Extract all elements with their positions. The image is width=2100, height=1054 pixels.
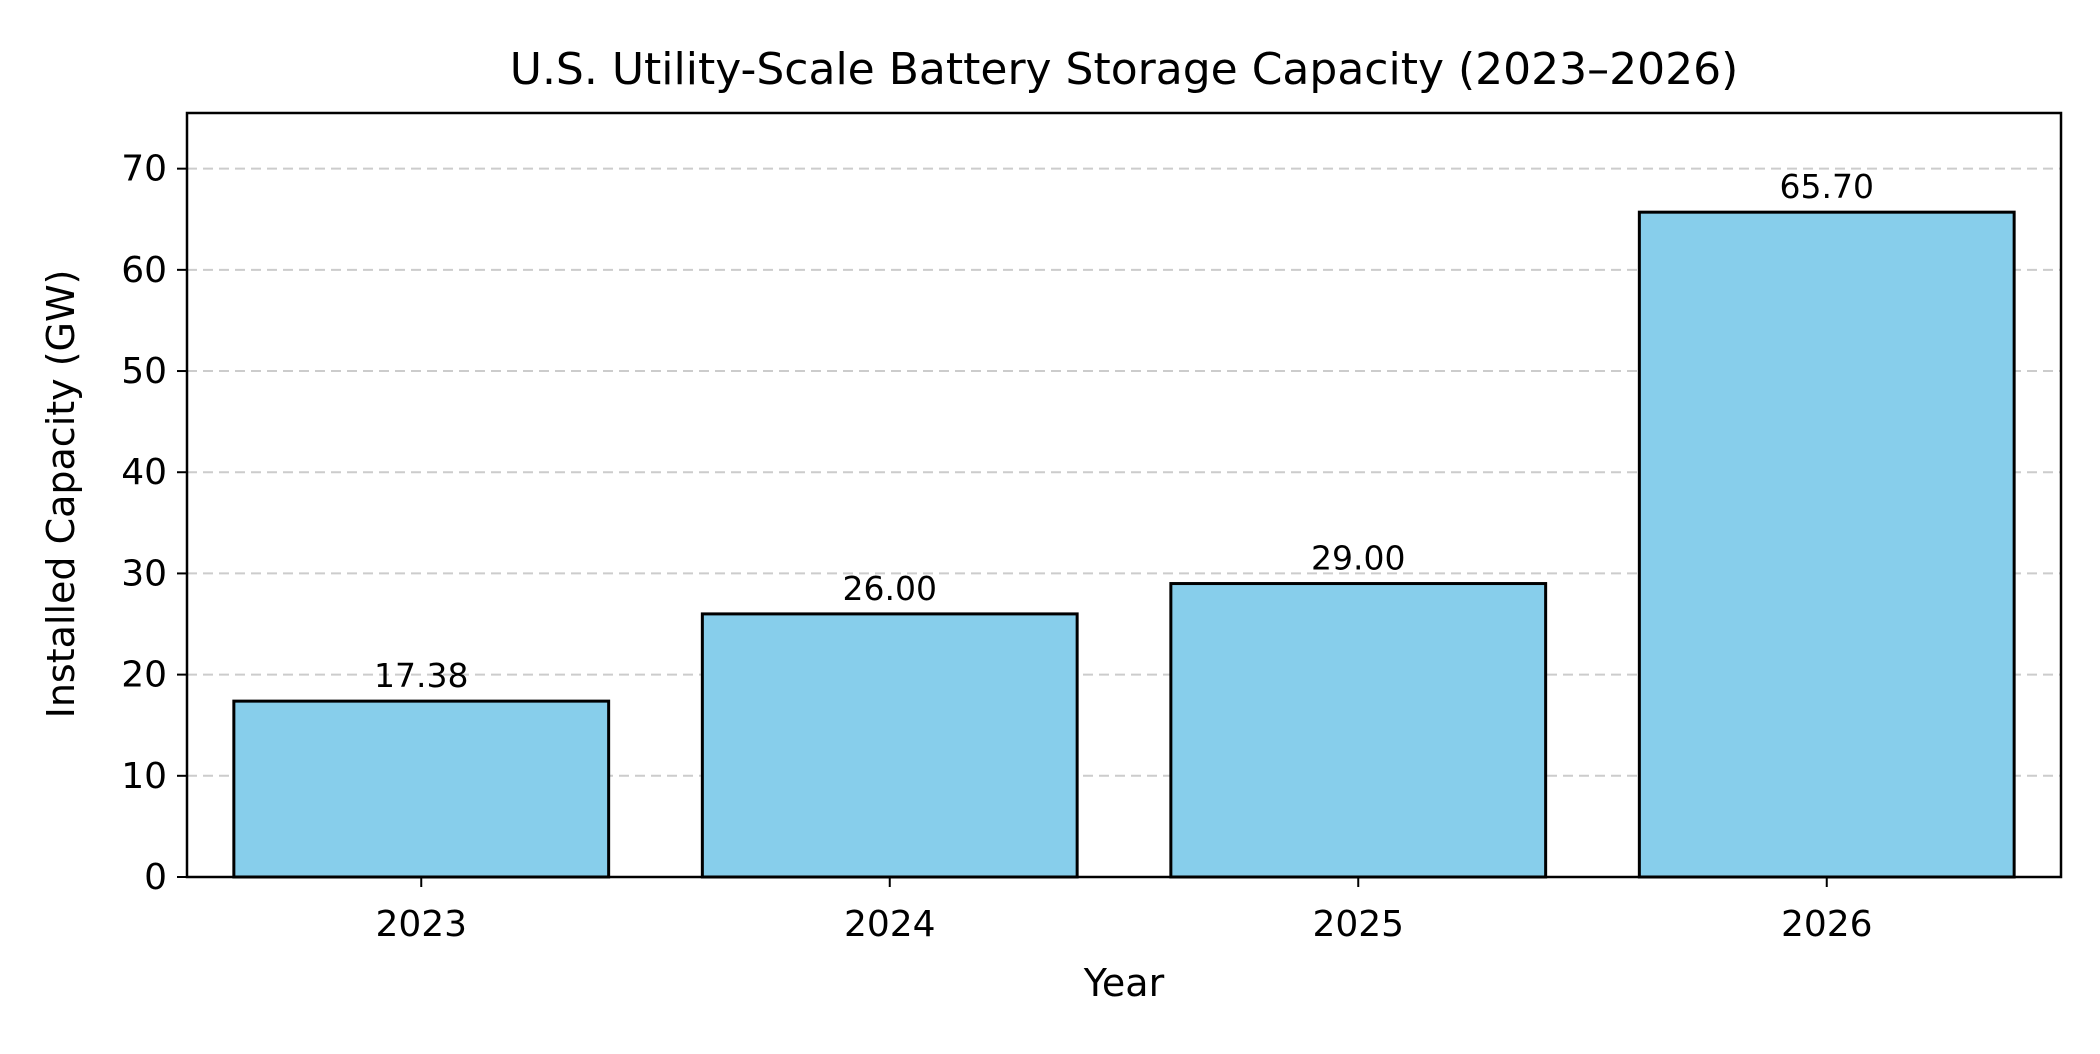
x-tick-label: 2023 bbox=[375, 904, 467, 945]
y-ticks: 0 10 20 30 40 50 60 70 bbox=[121, 149, 187, 898]
gridlines bbox=[187, 167, 2061, 777]
x-tick-label: 2025 bbox=[1312, 904, 1404, 945]
bar-2024 bbox=[700, 612, 1079, 879]
bar-2025 bbox=[1169, 582, 1548, 879]
plot-frame bbox=[185, 111, 2063, 879]
x-ticks: 2023 2024 2025 2026 bbox=[375, 877, 1873, 945]
data-label: 65.70 bbox=[1780, 167, 1874, 206]
bar-2026 bbox=[1637, 210, 2016, 879]
y-tick-label: 30 bbox=[121, 553, 167, 594]
data-label: 17.38 bbox=[374, 656, 468, 695]
data-label: 29.00 bbox=[1311, 539, 1405, 578]
chart-title: U.S. Utility-Scale Battery Storage Capac… bbox=[510, 44, 1739, 95]
y-tick-label: 20 bbox=[121, 655, 167, 696]
y-tick-label: 0 bbox=[144, 857, 167, 898]
bar-2023 bbox=[232, 699, 611, 879]
y-tick-label: 40 bbox=[121, 452, 167, 493]
x-axis-label: Year bbox=[1083, 961, 1165, 1005]
bars bbox=[232, 210, 2016, 879]
y-tick-label: 70 bbox=[121, 149, 167, 190]
x-tick-label: 2024 bbox=[844, 904, 936, 945]
y-tick-label: 10 bbox=[121, 756, 167, 797]
y-axis-label: Installed Capacity (GW) bbox=[39, 270, 83, 719]
axes bbox=[185, 111, 2063, 879]
data-labels: 17.38 26.00 29.00 65.70 bbox=[374, 167, 1874, 695]
y-tick-label: 50 bbox=[121, 351, 167, 392]
data-label: 26.00 bbox=[843, 569, 937, 608]
x-tick-label: 2026 bbox=[1781, 904, 1873, 945]
y-tick-label: 60 bbox=[121, 250, 167, 291]
